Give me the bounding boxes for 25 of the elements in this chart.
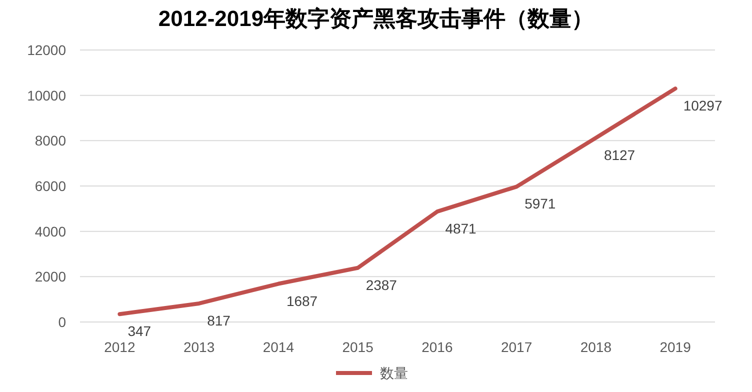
y-tick-label: 10000	[27, 87, 66, 104]
x-tick-label: 2019	[660, 339, 692, 355]
legend-label: 数量	[380, 365, 408, 381]
data-label: 4871	[445, 220, 477, 237]
x-tick-label: 2015	[342, 339, 374, 355]
data-label: 10297	[683, 98, 722, 114]
y-tick-label: 6000	[34, 178, 66, 194]
chart-title: 2012-2019年数字资产黑客攻击事件（数量）	[158, 6, 594, 31]
x-tick-label: 2017	[500, 339, 532, 355]
x-tick-label: 2013	[183, 339, 215, 355]
data-label: 2387	[366, 276, 398, 293]
x-tick-label: 2012	[104, 339, 136, 355]
y-tick-label: 12000	[27, 42, 66, 58]
x-tick-label: 2018	[580, 339, 612, 355]
y-tick-label: 4000	[34, 223, 66, 240]
y-tick-label: 8000	[34, 132, 66, 149]
y-tick-label: 0	[58, 314, 66, 330]
x-tick-label: 2014	[262, 339, 294, 355]
data-label: 1687	[286, 292, 318, 309]
x-tick-label: 2016	[422, 339, 453, 355]
data-label: 817	[207, 312, 231, 328]
data-label: 347	[128, 323, 152, 340]
data-label: 5971	[524, 196, 556, 212]
y-tick-label: 2000	[34, 268, 66, 285]
data-label: 8127	[604, 146, 636, 163]
